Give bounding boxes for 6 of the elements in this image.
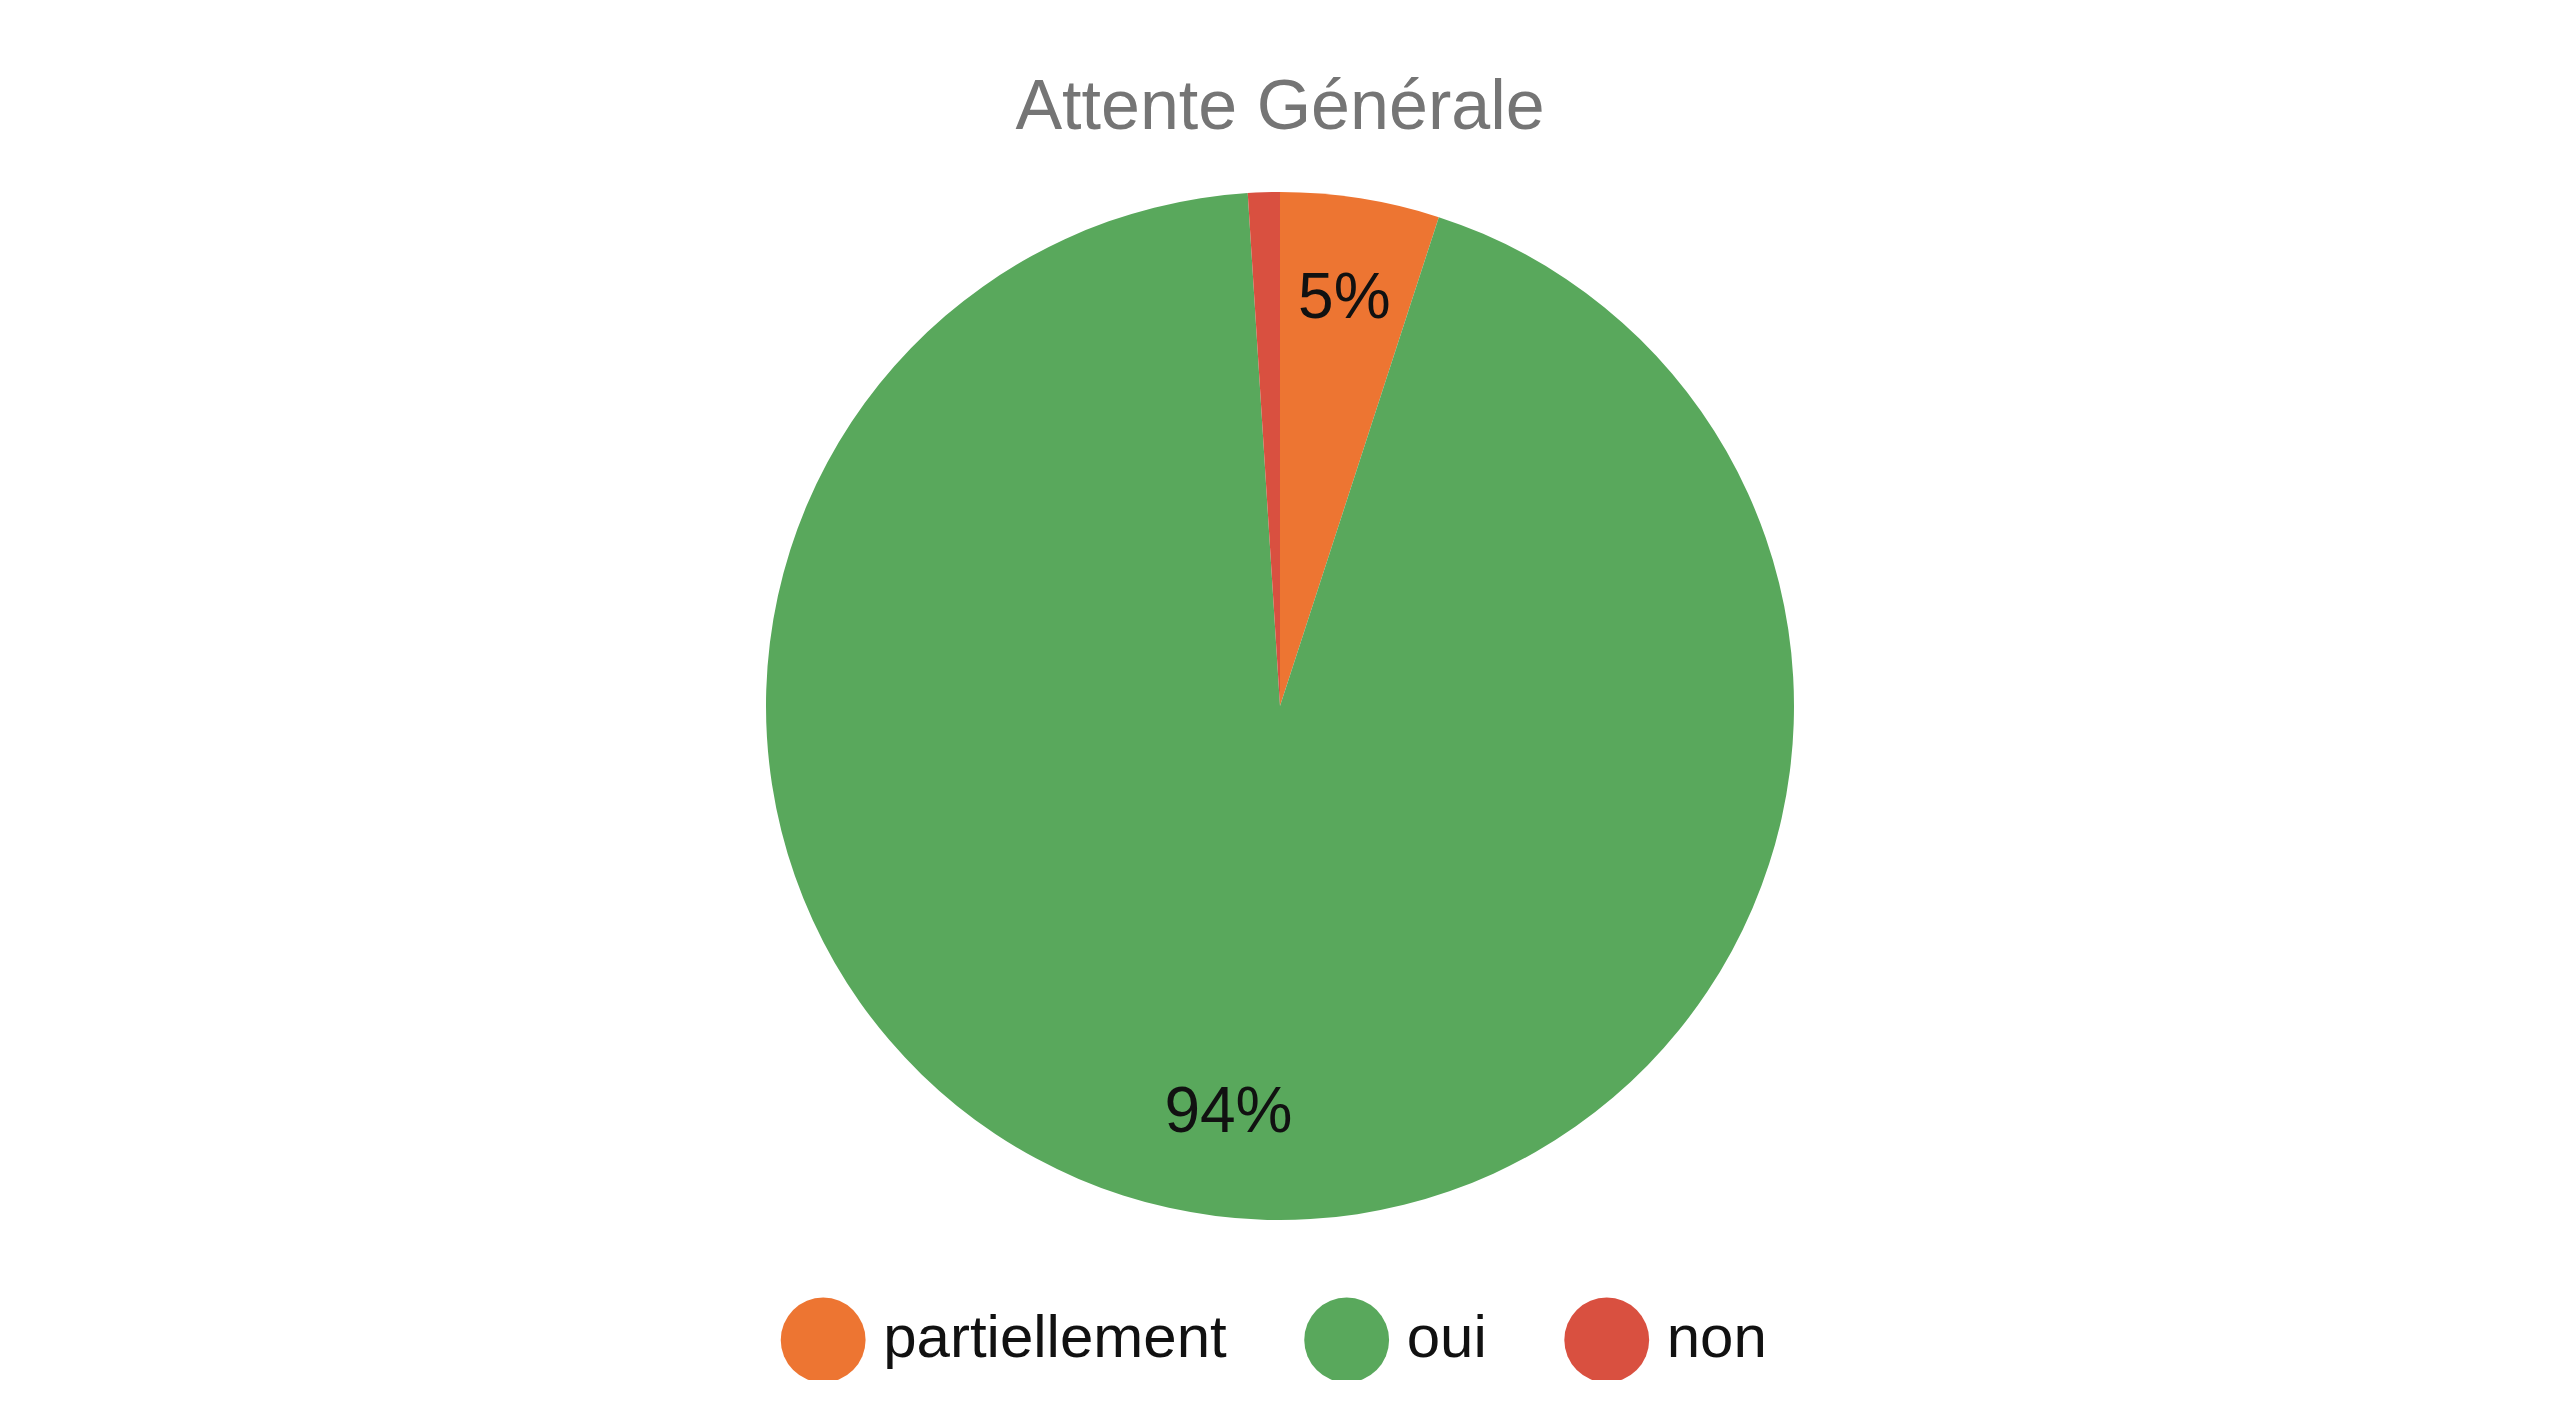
data-label: 94% (1164, 1073, 1293, 1146)
legend-label: oui (1406, 1302, 1487, 1370)
chart-title: Attente Générale (1015, 66, 1545, 145)
data-label: 5% (1298, 259, 1391, 332)
legend-label: partiellement (883, 1302, 1227, 1370)
legend-label: non (1666, 1302, 1767, 1370)
